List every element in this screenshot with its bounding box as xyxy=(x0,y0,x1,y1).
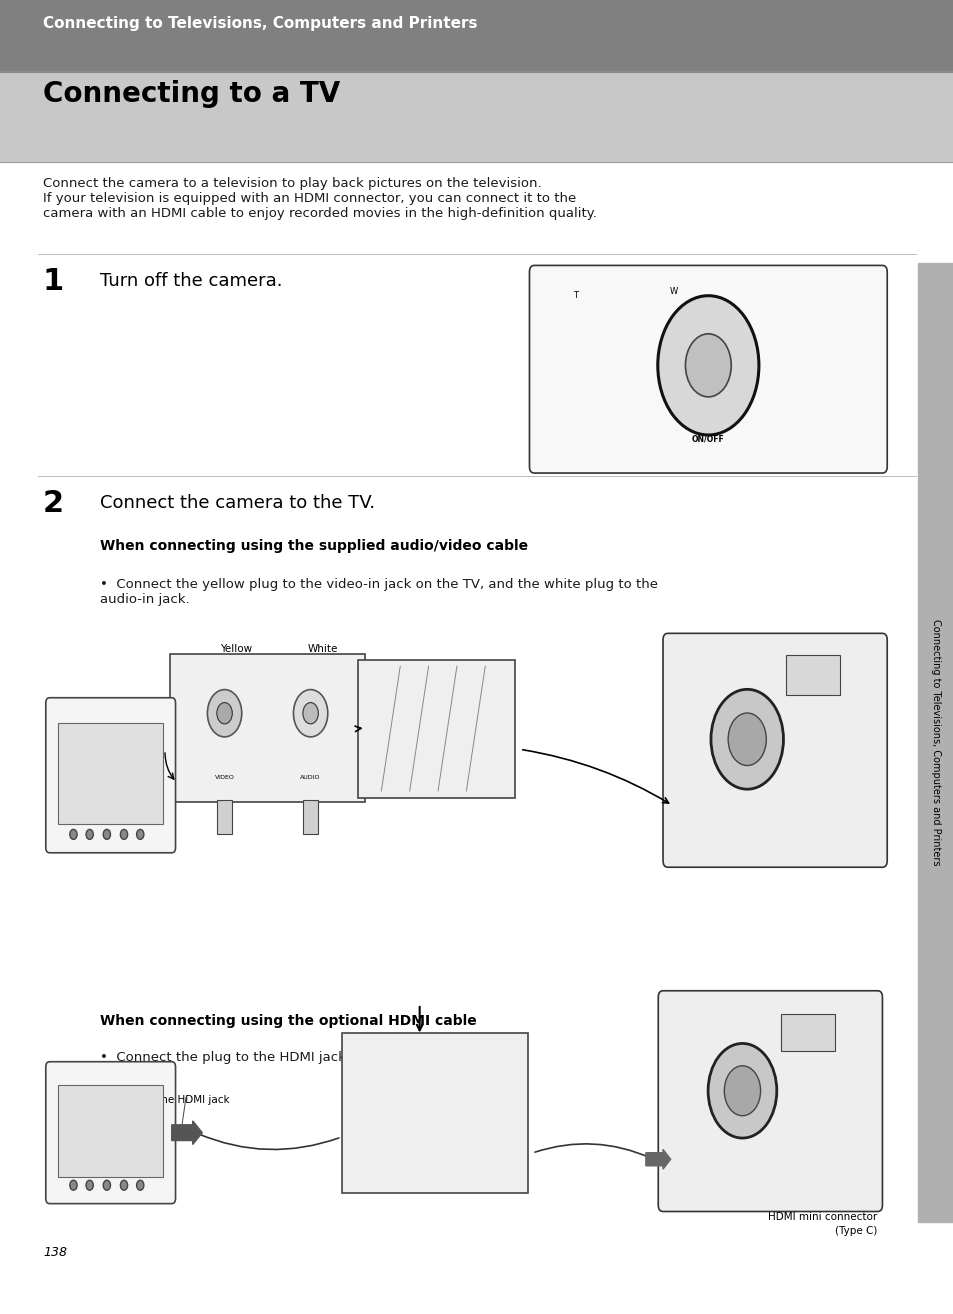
Text: When connecting using the optional HDMI cable: When connecting using the optional HDMI … xyxy=(100,1014,476,1029)
Circle shape xyxy=(70,1180,77,1190)
Circle shape xyxy=(684,334,730,397)
Circle shape xyxy=(216,703,233,724)
Text: Connecting to Televisions, Computers and Printers: Connecting to Televisions, Computers and… xyxy=(930,619,940,866)
Text: HDMI mini connector
(Type C): HDMI mini connector (Type C) xyxy=(767,1212,877,1235)
Text: T: T xyxy=(573,290,578,300)
Circle shape xyxy=(86,829,93,840)
Text: AUDIO: AUDIO xyxy=(300,775,320,781)
Circle shape xyxy=(103,1180,111,1190)
Text: 1: 1 xyxy=(43,267,64,296)
Circle shape xyxy=(727,714,765,766)
Text: •  Connect the yellow plug to the video-in jack on the TV, and the white plug to: • Connect the yellow plug to the video-i… xyxy=(100,578,658,606)
Bar xyxy=(58,723,163,824)
FancyBboxPatch shape xyxy=(529,265,886,473)
Bar xyxy=(341,1033,527,1193)
Bar xyxy=(303,800,318,834)
Text: Connecting to a TV: Connecting to a TV xyxy=(43,80,340,108)
Text: Connecting to Televisions, Computers and Printers: Connecting to Televisions, Computers and… xyxy=(43,16,476,32)
Text: Connect the camera to a television to play back pictures on the television.
If y: Connect the camera to a television to pl… xyxy=(43,177,597,221)
Bar xyxy=(917,263,953,1222)
Circle shape xyxy=(103,829,111,840)
Circle shape xyxy=(207,690,241,737)
Circle shape xyxy=(86,1180,93,1190)
Circle shape xyxy=(707,1043,776,1138)
Text: To the HDMI jack: To the HDMI jack xyxy=(143,1095,229,1105)
Circle shape xyxy=(710,690,782,790)
Circle shape xyxy=(303,703,318,724)
Bar xyxy=(357,660,515,798)
Circle shape xyxy=(120,829,128,840)
FancyArrow shape xyxy=(172,1121,202,1144)
Circle shape xyxy=(723,1066,760,1116)
Text: W: W xyxy=(669,286,677,296)
FancyBboxPatch shape xyxy=(46,1062,175,1204)
Text: ON/OFF: ON/OFF xyxy=(691,434,724,443)
FancyBboxPatch shape xyxy=(658,991,882,1212)
Text: 2: 2 xyxy=(43,489,64,518)
Text: Connect the camera to the TV.: Connect the camera to the TV. xyxy=(100,494,375,512)
Text: •  Connect the plug to the HDMI jack on the TV.: • Connect the plug to the HDMI jack on t… xyxy=(100,1051,416,1064)
Bar xyxy=(785,656,839,695)
Text: Turn off the camera.: Turn off the camera. xyxy=(100,272,282,290)
Text: VIDEO: VIDEO xyxy=(214,775,234,781)
Circle shape xyxy=(120,1180,128,1190)
Text: Yellow: Yellow xyxy=(220,644,253,654)
Bar xyxy=(781,1014,834,1051)
FancyBboxPatch shape xyxy=(46,698,175,853)
Circle shape xyxy=(136,1180,144,1190)
Text: 138: 138 xyxy=(43,1246,67,1259)
Circle shape xyxy=(657,296,759,435)
Bar xyxy=(58,1085,163,1177)
Bar xyxy=(170,654,365,802)
FancyBboxPatch shape xyxy=(662,633,886,867)
Bar xyxy=(0,72,953,162)
Text: When connecting using the supplied audio/video cable: When connecting using the supplied audio… xyxy=(100,539,528,553)
Bar xyxy=(216,800,232,834)
Text: White: White xyxy=(307,644,337,654)
Bar xyxy=(0,0,953,72)
FancyArrow shape xyxy=(645,1150,670,1169)
Circle shape xyxy=(136,829,144,840)
Circle shape xyxy=(70,829,77,840)
Circle shape xyxy=(294,690,328,737)
